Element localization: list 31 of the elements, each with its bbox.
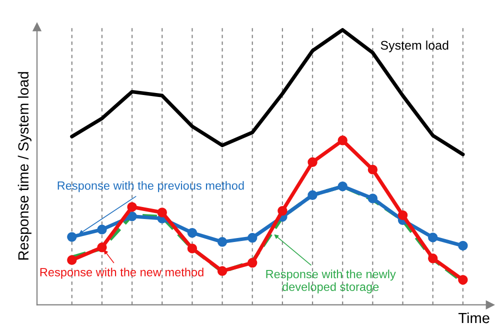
series-label: System load bbox=[380, 40, 448, 52]
point bbox=[458, 274, 468, 285]
text: Response with the previous method bbox=[58, 181, 244, 192]
point bbox=[127, 211, 137, 222]
point bbox=[308, 190, 318, 200]
point bbox=[338, 181, 348, 192]
point bbox=[97, 242, 107, 252]
point bbox=[157, 208, 167, 218]
point bbox=[248, 258, 258, 268]
point bbox=[127, 202, 137, 212]
point bbox=[278, 206, 288, 216]
point bbox=[187, 244, 198, 254]
point bbox=[67, 232, 77, 242]
point bbox=[368, 164, 378, 174]
point bbox=[67, 255, 77, 265]
point bbox=[187, 228, 198, 238]
point bbox=[248, 232, 258, 243]
point bbox=[217, 266, 228, 276]
point bbox=[398, 210, 408, 220]
legend-label: Response with the new method bbox=[40, 268, 204, 279]
point bbox=[428, 254, 438, 264]
series-label: Response with the newly developed storage bbox=[266, 270, 396, 294]
point bbox=[458, 240, 468, 251]
point bbox=[217, 237, 228, 247]
point bbox=[97, 224, 107, 234]
point bbox=[368, 194, 378, 204]
y-axis-title: Response time / System load bbox=[18, 72, 32, 260]
point bbox=[308, 157, 318, 168]
x-axis-title: Time bbox=[458, 312, 490, 324]
point bbox=[428, 232, 438, 242]
point bbox=[338, 136, 348, 146]
